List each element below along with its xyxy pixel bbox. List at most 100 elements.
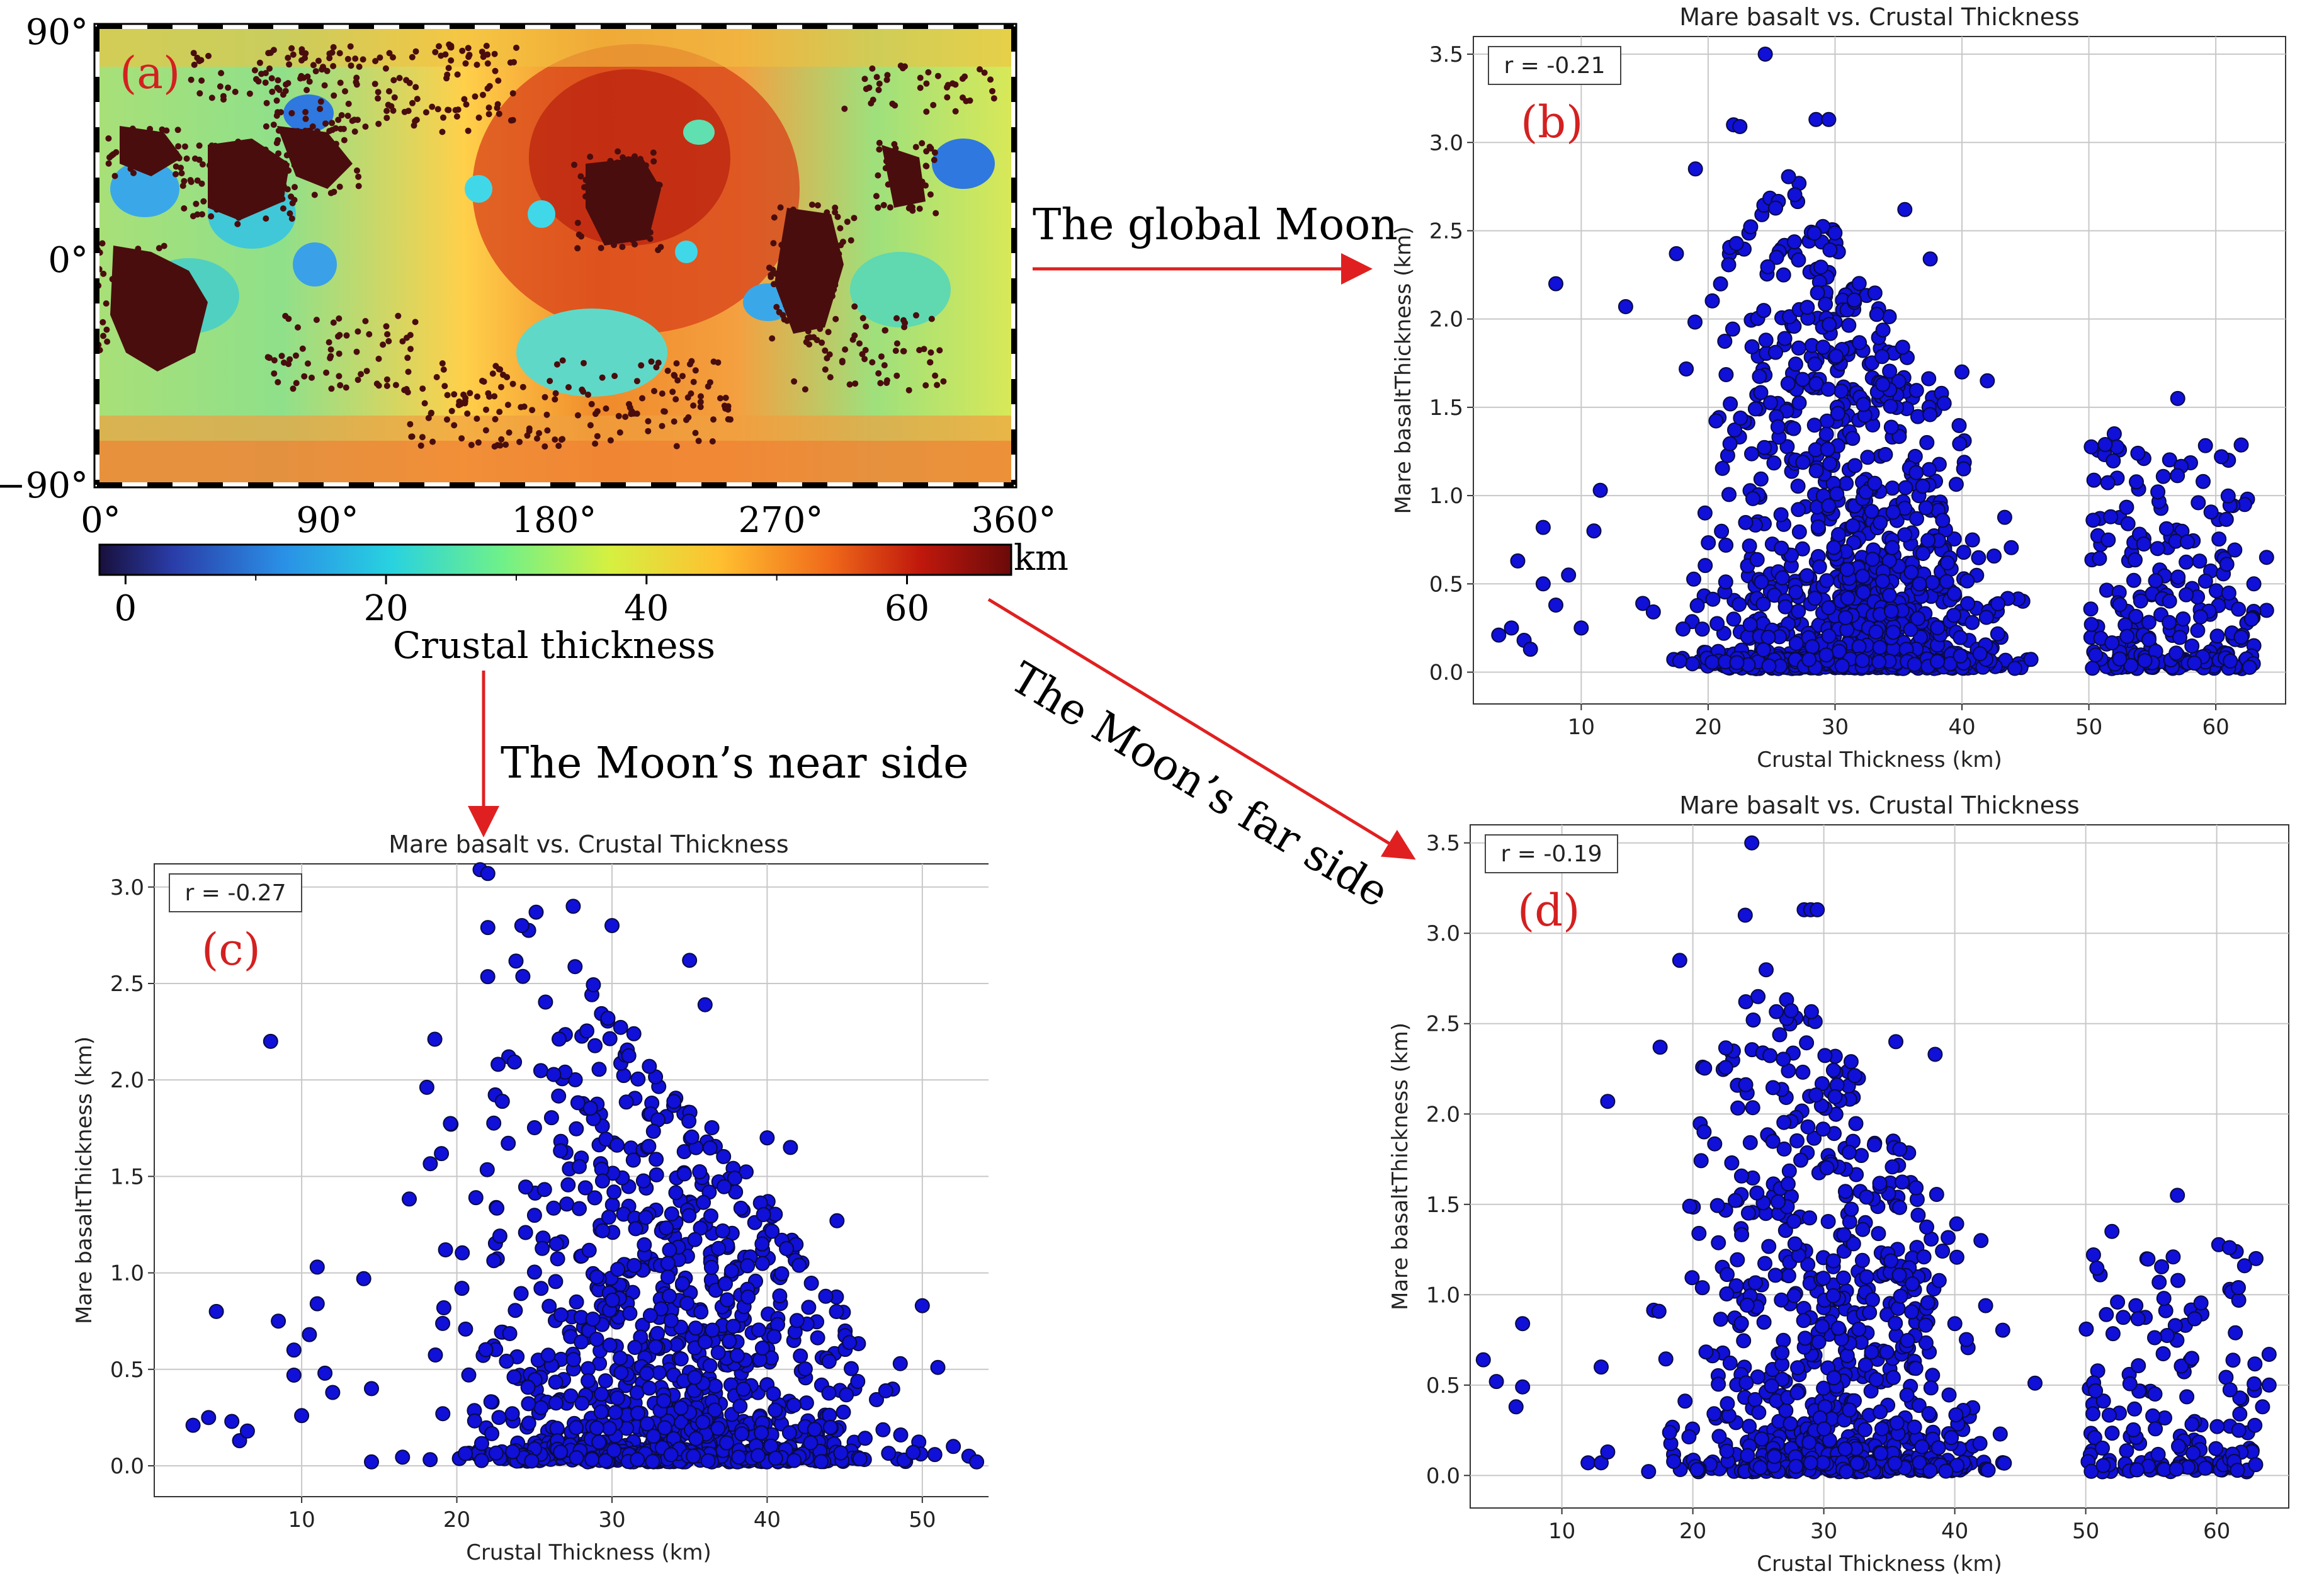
map-basalt-dot xyxy=(915,185,922,191)
scatter-point xyxy=(1475,1352,1491,1368)
scatter-point xyxy=(1873,1404,1888,1420)
scatter-point xyxy=(1757,1256,1772,1271)
scatter-point xyxy=(1781,169,1796,184)
scatter-point xyxy=(1618,299,1633,314)
scatter-point xyxy=(435,1406,451,1422)
map-basalt-dot xyxy=(208,94,215,101)
map-basalt-dot xyxy=(773,303,780,310)
scatter-point xyxy=(609,1137,625,1153)
map-basalt-dot xyxy=(607,437,614,444)
map-basalt-dot xyxy=(873,74,880,81)
scatter-point xyxy=(2209,1419,2225,1434)
map-basalt-dot xyxy=(266,65,273,72)
scatter-point xyxy=(428,1347,443,1363)
scatter-point xyxy=(1847,458,1862,473)
scatter-point xyxy=(2156,1291,2172,1307)
map-basalt-dot xyxy=(692,367,699,374)
scatter-point xyxy=(1709,616,1725,632)
map-basalt-dot xyxy=(603,405,609,412)
map-basalt-dot xyxy=(559,357,566,364)
scatter-point xyxy=(1817,1048,1833,1063)
scatter-point xyxy=(842,1335,858,1351)
scatter-point xyxy=(813,1454,829,1470)
map-basalt-dot xyxy=(922,382,929,388)
map-basalt-dot xyxy=(877,380,884,387)
scatter-point xyxy=(1915,546,1930,561)
map-basalt-dot xyxy=(817,326,824,332)
scatter-point xyxy=(1815,1121,1831,1137)
map-basalt-dot xyxy=(574,245,581,252)
scatter-point xyxy=(1831,527,1846,542)
scatter-point xyxy=(2219,557,2235,572)
map-basalt-dot xyxy=(232,209,239,216)
scatter-point xyxy=(1747,401,1763,417)
map-basalt-dot xyxy=(473,416,480,422)
scatter-point xyxy=(768,1450,783,1466)
scatter-point xyxy=(2119,1443,2134,1459)
scatter-point xyxy=(528,904,544,920)
scatter-point xyxy=(2232,1406,2248,1422)
scatter-point xyxy=(793,1348,808,1364)
map-basalt-dot xyxy=(461,96,468,103)
scatter-point xyxy=(1946,608,1961,623)
map-basalt-dot xyxy=(650,149,657,156)
scatter-point xyxy=(1776,1114,1792,1130)
map-basalt-dot xyxy=(335,116,342,123)
map-basalt-dot xyxy=(407,421,414,428)
scatter-point xyxy=(1561,567,1577,583)
map-basalt-dot xyxy=(222,166,229,173)
scatter-point xyxy=(2225,1352,2241,1368)
scatter-point xyxy=(1874,1421,1890,1437)
map-basalt-dot xyxy=(555,443,562,450)
scatter-point xyxy=(1738,1375,1754,1391)
map-basalt-dot xyxy=(923,80,930,87)
scatter-point xyxy=(600,1011,616,1026)
map-basalt-dot xyxy=(226,187,233,194)
scatter-point xyxy=(1935,513,1951,528)
map-basalt-dot xyxy=(353,74,360,81)
map-basalt-dot xyxy=(310,62,317,69)
map-basalt-dot xyxy=(822,347,829,354)
scatter-point xyxy=(700,1453,716,1468)
map-basalt-dot xyxy=(518,404,524,411)
map-basalt-dot xyxy=(819,339,825,346)
map-basalt-dot xyxy=(355,183,362,190)
scatter-point xyxy=(1767,1449,1783,1465)
map-basalt-dot xyxy=(336,332,343,339)
map-basalt-dot xyxy=(900,317,907,324)
scatter-points xyxy=(1491,47,2274,676)
scatter-point xyxy=(718,1276,733,1291)
scatter-point xyxy=(1852,335,1868,351)
scatter-point xyxy=(1769,249,1784,265)
scatter-point xyxy=(2167,1318,2183,1334)
map-basalt-dot xyxy=(196,142,203,149)
map-basalt-dot xyxy=(786,261,793,268)
scatter-point xyxy=(2148,1421,2163,1437)
map-basalt-dot xyxy=(715,359,722,366)
map-basalt-dot xyxy=(307,127,314,134)
scatter-point xyxy=(751,1322,766,1338)
scatter-point xyxy=(1810,285,1825,300)
scatter-point xyxy=(606,1184,622,1200)
scatter-point xyxy=(2187,1311,2202,1327)
map-basalt-dot xyxy=(375,120,382,127)
scatter-point xyxy=(604,1292,620,1308)
map-basalt-dot xyxy=(990,95,997,102)
map-basalt-dot xyxy=(221,144,228,150)
map-basalt-dot xyxy=(327,346,334,353)
map-basalt-dot xyxy=(178,164,184,171)
map-basalt-dot xyxy=(862,347,869,353)
scatter-point xyxy=(1980,373,1995,388)
scatter-point xyxy=(489,1200,505,1216)
scatter-point xyxy=(1652,1040,1668,1055)
y-tick-label: 3.0 xyxy=(1426,921,1460,946)
scatter-point xyxy=(1820,441,1835,457)
scatter-point xyxy=(1956,545,1971,560)
map-basalt-dot xyxy=(106,154,113,161)
map-basalt-dot xyxy=(917,84,924,91)
scatter-point xyxy=(1768,200,1783,216)
map-basalt-dot xyxy=(181,205,188,212)
scatter-point xyxy=(589,1269,604,1285)
map-basalt-dot xyxy=(208,213,215,220)
map-basalt-dot xyxy=(509,380,516,387)
